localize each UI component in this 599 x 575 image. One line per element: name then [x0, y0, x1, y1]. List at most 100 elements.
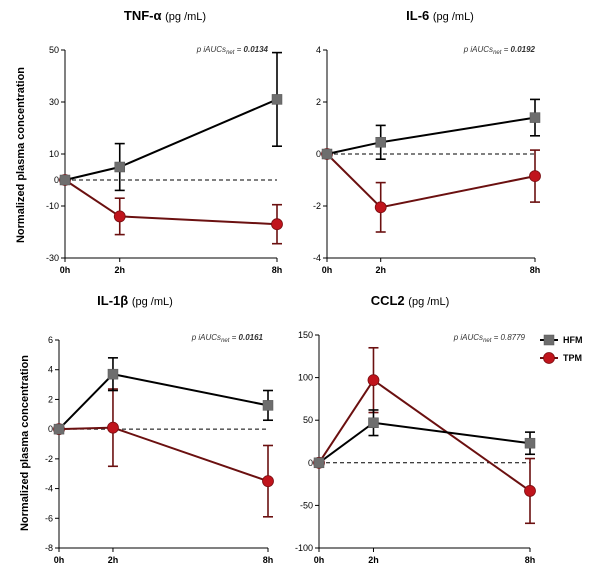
stat-prefix: p iAUCs [196, 45, 226, 54]
panel-title-unit: (pg /mL) [132, 296, 173, 308]
series-line [326, 116, 536, 155]
y-tick-label: -4 [313, 253, 321, 263]
x-tick-label: 0h [54, 555, 65, 565]
y-tick-label: -10 [46, 201, 59, 211]
y-tick-label: 0 [316, 149, 321, 159]
panel-title-name: IL-6 [406, 8, 429, 23]
series-line [326, 153, 536, 209]
x-tick-label: 0h [322, 265, 333, 275]
stat-subscript: net [221, 338, 230, 344]
y-tick-label: 2 [48, 394, 53, 404]
hfm-point [375, 137, 386, 148]
stat-subscript: net [226, 50, 235, 56]
x-tick-label: 0h [314, 555, 325, 565]
y-tick-label: -2 [313, 201, 321, 211]
x-tick-label: 8h [525, 555, 536, 565]
legend-marker-tpm [543, 352, 555, 364]
tpm-point [529, 170, 541, 183]
x-tick-label: 8h [272, 265, 283, 275]
stat-prefix: p iAUCs [191, 333, 221, 342]
series-line [64, 98, 278, 181]
chart-panel-3: IL-1β (pg /mL) p iAUCsnet = 0.0161 Normali… [19, 293, 274, 565]
legend-label-tpm: TPM [563, 353, 582, 363]
series-line [318, 378, 531, 492]
hfm-point [107, 368, 119, 380]
stat-value: 0.0161 [239, 333, 264, 342]
legend-label-hfm: HFM [563, 335, 583, 345]
x-tick-label: 2h [114, 265, 125, 275]
panel-title-unit: (pg /mL) [433, 11, 474, 23]
stat-prefix: p iAUCs [453, 333, 483, 342]
y-tick-label: -2 [45, 454, 53, 464]
series-hfm [53, 357, 274, 435]
series-tpm [53, 388, 274, 518]
stat-subscript: net [493, 50, 502, 56]
chart-panel-4: CCL2 (pg /mL) p iAUCsnet = 0.8779 -100 -50 0… [295, 293, 583, 565]
legend-marker-hfm [543, 334, 555, 346]
y-tick-label: -8 [45, 543, 53, 553]
y-tick-label: -6 [45, 513, 53, 523]
y-tick-label: -30 [46, 253, 59, 263]
x-tick-label: 8h [263, 555, 274, 565]
x-tick-label: 2h [108, 555, 119, 565]
stat-annotation: p iAUCsnet = 0.8779 [453, 333, 526, 344]
y-tick-label: 50 [49, 45, 59, 55]
hfm-point [114, 161, 125, 173]
panel-title: IL-1β (pg /mL) [97, 293, 173, 308]
series-hfm [321, 98, 541, 160]
series-line [58, 426, 269, 483]
panel-title-name: TNF-α [124, 8, 162, 23]
y-tick-label: -4 [45, 484, 53, 494]
y-tick-label: 0 [54, 175, 59, 185]
y-tick-label: 0 [48, 424, 53, 434]
tpm-point [271, 218, 283, 231]
panel-title: TNF-α (pg /mL) [124, 8, 206, 23]
panel-title-unit: (pg /mL) [408, 296, 449, 308]
x-tick-label: 2h [375, 265, 386, 275]
x-tick-label: 8h [530, 265, 541, 275]
y-tick-label: 100 [298, 373, 313, 383]
series-hfm [313, 409, 536, 469]
stat-value: 0.8779 [501, 333, 526, 342]
x-tick-label: 0h [60, 265, 71, 275]
y-tick-label: 6 [48, 335, 53, 345]
tpm-point [367, 374, 380, 387]
series-tpm [313, 346, 536, 525]
series-line [64, 179, 278, 226]
stat-annotation: p iAUCsnet = 0.0161 [191, 333, 264, 344]
stat-equals: = [501, 45, 510, 54]
chart-panel-1: TNF-α (pg /mL) p iAUCsnet = 0.0134 Normali… [15, 8, 283, 275]
tpm-point [524, 485, 536, 497]
stat-annotation: p iAUCsnet = 0.0192 [463, 45, 536, 56]
hfm-point [271, 94, 283, 105]
hfm-point [368, 417, 379, 429]
hfm-point [313, 457, 325, 469]
stat-value: 0.0192 [511, 45, 536, 54]
stat-subscript: net [483, 338, 492, 344]
x-tick-label: 2h [368, 555, 379, 565]
tpm-point [374, 201, 387, 214]
series-line [58, 373, 269, 430]
y-tick-label: 150 [298, 330, 313, 340]
hfm-point [524, 437, 536, 449]
hfm-point [529, 112, 541, 123]
panel-title-unit: (pg /mL) [165, 11, 206, 23]
series-line [318, 421, 531, 464]
stat-equals: = [234, 45, 243, 54]
y-tick-label: 30 [49, 97, 59, 107]
y-tick-label: 50 [303, 415, 313, 425]
hfm-point [321, 148, 333, 160]
series-hfm [59, 51, 283, 192]
y-tick-label: 10 [49, 149, 59, 159]
tpm-point [113, 210, 126, 223]
y-tick-label: 2 [316, 97, 321, 107]
panel-title-name: IL-1β [97, 293, 128, 308]
panel-title: IL-6 (pg /mL) [406, 8, 474, 23]
y-tick-label: 4 [48, 365, 53, 375]
y-axis-label: Normalized plasma concentration [19, 355, 31, 531]
tpm-point [262, 475, 274, 488]
hfm-point [53, 423, 65, 435]
hfm-point [59, 174, 71, 186]
stat-value: 0.0134 [244, 45, 269, 54]
